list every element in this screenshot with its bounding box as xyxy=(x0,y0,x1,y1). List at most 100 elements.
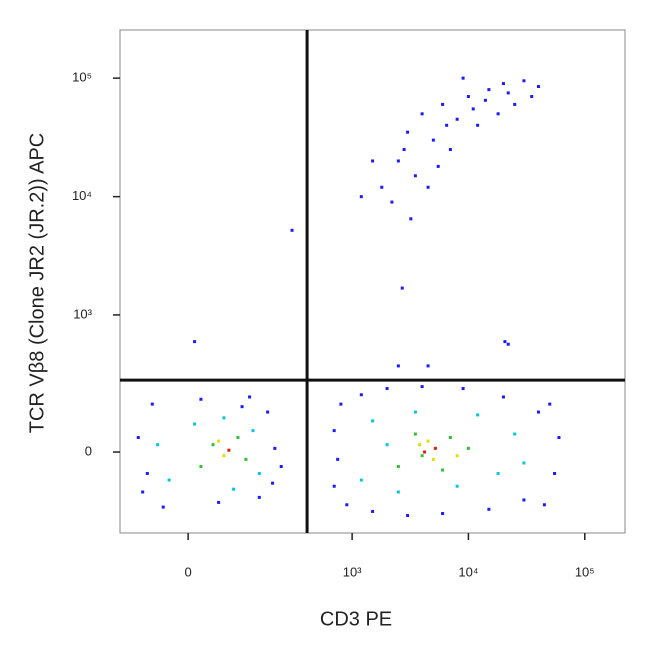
point xyxy=(476,123,480,127)
point xyxy=(217,439,221,443)
point xyxy=(441,468,445,472)
point xyxy=(145,471,149,475)
x-tick-label: 10³ xyxy=(343,564,362,579)
point xyxy=(461,76,465,80)
point xyxy=(396,465,400,469)
point xyxy=(431,457,435,461)
point xyxy=(400,286,404,290)
point xyxy=(436,164,440,168)
point xyxy=(150,402,154,406)
x-tick-label: 10⁴ xyxy=(458,564,478,579)
point xyxy=(513,102,517,106)
point xyxy=(413,410,417,414)
point xyxy=(441,102,445,106)
point xyxy=(211,443,215,447)
point xyxy=(522,461,526,465)
point xyxy=(371,509,375,513)
point xyxy=(371,419,375,423)
point xyxy=(279,465,283,469)
point xyxy=(455,117,459,121)
point xyxy=(396,159,400,163)
point xyxy=(522,498,526,502)
point xyxy=(431,138,435,142)
y-tick-label: 10⁵ xyxy=(72,70,92,85)
point xyxy=(413,432,417,436)
point xyxy=(222,416,226,420)
point xyxy=(396,364,400,368)
point xyxy=(487,88,491,92)
point xyxy=(426,185,430,189)
point xyxy=(426,364,430,368)
point xyxy=(193,422,197,426)
point xyxy=(487,507,491,511)
point xyxy=(433,446,437,450)
point xyxy=(232,487,236,491)
point xyxy=(359,478,363,482)
point xyxy=(141,490,145,494)
point xyxy=(217,500,221,504)
point xyxy=(483,98,487,102)
point xyxy=(420,112,424,116)
x-tick-label: 10⁵ xyxy=(575,564,595,579)
point xyxy=(396,490,400,494)
point xyxy=(244,457,248,461)
point xyxy=(332,484,336,488)
point xyxy=(236,436,240,440)
point xyxy=(222,454,226,458)
point xyxy=(167,478,171,482)
point xyxy=(199,397,203,401)
point xyxy=(359,195,363,199)
point xyxy=(441,512,445,516)
point xyxy=(251,429,255,433)
point xyxy=(501,395,505,399)
point xyxy=(530,94,534,98)
point xyxy=(455,454,459,458)
point xyxy=(332,429,336,433)
point xyxy=(409,217,413,221)
y-tick-label: 10⁴ xyxy=(72,188,92,203)
point xyxy=(136,436,140,440)
point xyxy=(455,484,459,488)
point xyxy=(503,340,507,344)
point xyxy=(257,471,261,475)
x-tick-label: 0 xyxy=(184,564,191,579)
point xyxy=(461,387,465,391)
point xyxy=(380,185,384,189)
point xyxy=(496,112,500,116)
point xyxy=(266,410,270,414)
point xyxy=(423,450,427,454)
point xyxy=(522,79,526,83)
point xyxy=(413,174,417,178)
y-axis-label: TCR Vβ8 (Clone JR2 (JR.2)) APC xyxy=(26,133,48,433)
plot-frame xyxy=(119,29,626,534)
point xyxy=(536,85,540,89)
point xyxy=(248,395,252,399)
point xyxy=(161,505,165,509)
point xyxy=(371,159,375,163)
point xyxy=(257,495,261,499)
point xyxy=(548,402,552,406)
point xyxy=(385,443,389,447)
point xyxy=(406,130,410,134)
point xyxy=(553,471,557,475)
point xyxy=(271,481,275,485)
point xyxy=(476,413,480,417)
point xyxy=(448,436,452,440)
point xyxy=(227,448,231,452)
point xyxy=(240,405,244,409)
point xyxy=(448,147,452,151)
point xyxy=(506,91,510,95)
point xyxy=(501,82,505,86)
point xyxy=(420,385,424,389)
point xyxy=(466,94,470,98)
point xyxy=(402,147,406,151)
point xyxy=(496,471,500,475)
y-tick-label: 0 xyxy=(85,443,92,458)
point xyxy=(557,436,561,440)
point xyxy=(471,107,475,111)
point xyxy=(542,503,546,507)
point xyxy=(506,342,510,346)
point xyxy=(418,443,422,447)
point xyxy=(273,446,277,450)
